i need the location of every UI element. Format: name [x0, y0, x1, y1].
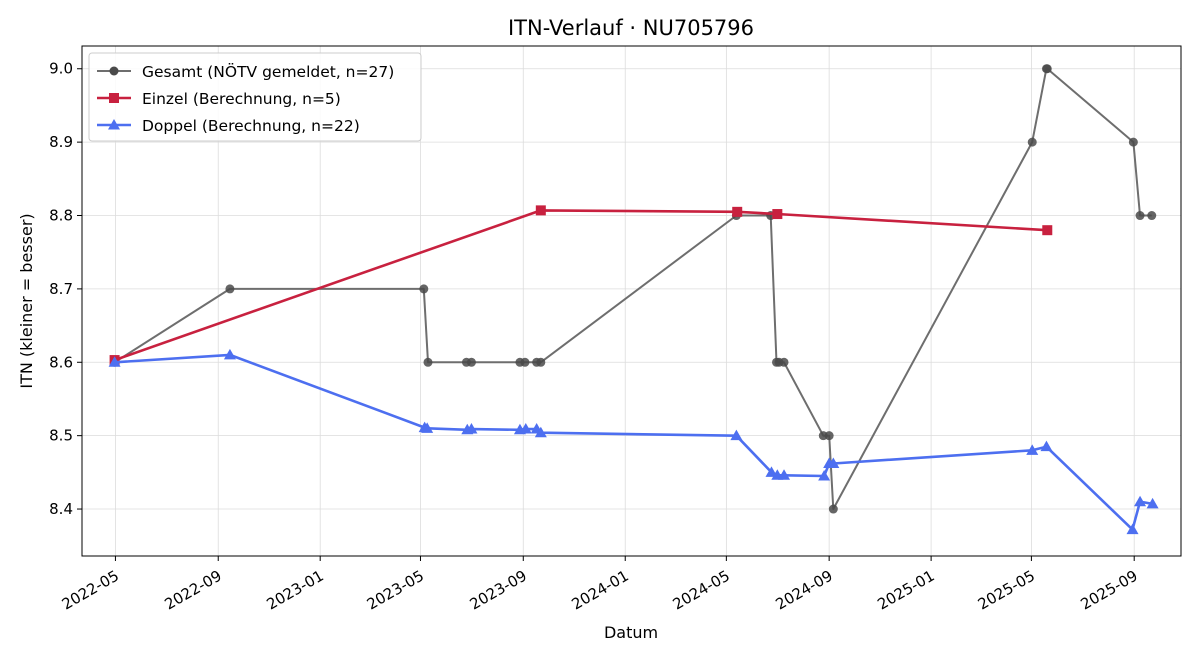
chart-title: ITN-Verlauf · NU705796	[508, 16, 754, 40]
data-point	[1126, 523, 1139, 535]
y-tick-label: 8.6	[49, 353, 73, 371]
data-point	[824, 431, 834, 441]
data-point	[520, 357, 530, 367]
legend-item: Gesamt (NÖTV gemeldet, n=27)	[97, 62, 394, 81]
data-point	[1146, 497, 1159, 509]
data-point	[828, 504, 838, 514]
data-point	[535, 205, 546, 216]
data-point	[519, 423, 532, 434]
legend-box	[88, 52, 422, 142]
data-point	[536, 357, 546, 367]
y-axis-ticks: 8.4 8.5 8.6 8.7 8.8 8.9 9.0	[49, 60, 82, 518]
legend-marker	[109, 66, 119, 76]
y-tick-label: 8.7	[49, 280, 73, 298]
y-tick-label: 8.9	[49, 133, 73, 151]
data-point	[223, 348, 236, 360]
data-point	[778, 469, 791, 480]
data-point	[465, 423, 478, 434]
data-point	[1027, 137, 1037, 147]
data-point	[730, 429, 743, 441]
data-point	[1147, 211, 1157, 221]
data-point	[732, 206, 743, 217]
data-point	[1135, 211, 1145, 221]
data-point	[1128, 137, 1138, 147]
data-point	[1040, 440, 1053, 452]
data-point	[1026, 444, 1039, 455]
data-point	[1042, 64, 1052, 74]
y-axis-label: ITN (kleiner = besser)	[17, 213, 36, 388]
y-tick-label: 8.8	[49, 207, 73, 225]
series-line	[114, 353, 1153, 531]
data-point	[1042, 225, 1053, 236]
series-layer	[108, 64, 1159, 535]
y-tick-label: 8.4	[49, 500, 73, 518]
data-point	[779, 357, 789, 367]
data-point	[772, 209, 783, 220]
data-point	[765, 466, 778, 477]
data-point	[419, 284, 429, 294]
data-point	[421, 422, 434, 433]
x-axis-label: Datum	[604, 623, 658, 642]
legend-item: Doppel (Berechnung, n=22)	[97, 117, 360, 135]
y-tick-label: 9.0	[49, 60, 73, 78]
legend-marker	[108, 119, 120, 130]
legend-marker	[109, 93, 119, 103]
data-point	[818, 470, 831, 481]
legend-item: Einzel (Berechnung, n=5)	[97, 90, 341, 108]
legend-label: Einzel (Berechnung, n=5)	[142, 90, 341, 108]
data-point	[225, 284, 235, 294]
legend-label: Gesamt (NÖTV gemeldet, n=27)	[142, 62, 394, 81]
data-point	[108, 356, 121, 367]
data-point	[1134, 495, 1147, 507]
data-point	[466, 357, 476, 367]
series-2	[108, 348, 1159, 535]
data-point	[423, 357, 433, 367]
y-tick-label: 8.5	[49, 427, 73, 445]
data-point	[534, 426, 547, 438]
legend: Gesamt (NÖTV gemeldet, n=27) Einzel (Bere…	[88, 52, 422, 142]
plot-frame	[81, 45, 1182, 557]
legend-label: Doppel (Berechnung, n=22)	[142, 117, 360, 135]
data-point	[827, 457, 840, 469]
